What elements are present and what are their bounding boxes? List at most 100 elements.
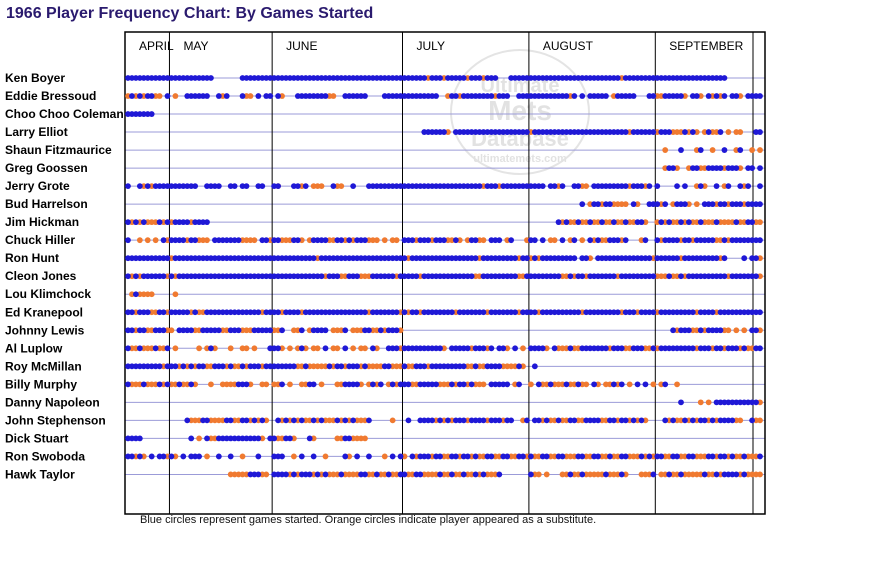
started-marker xyxy=(630,309,637,316)
substitute-marker xyxy=(757,219,763,226)
substitute-marker xyxy=(287,381,293,388)
started-marker xyxy=(140,327,147,334)
started-marker xyxy=(188,327,195,334)
started-marker xyxy=(275,309,281,316)
started-marker xyxy=(650,309,657,316)
player-name-danny-napoleon: Danny Napoleon xyxy=(5,395,100,409)
started-marker xyxy=(342,327,349,334)
started-marker xyxy=(148,93,155,99)
started-marker xyxy=(283,417,289,424)
started-marker xyxy=(160,453,167,460)
started-marker xyxy=(160,327,167,334)
started-marker xyxy=(480,417,487,424)
started-marker xyxy=(492,75,499,81)
substitute-marker xyxy=(168,327,175,334)
started-marker xyxy=(531,309,538,316)
started-marker xyxy=(476,75,483,81)
started-marker xyxy=(528,471,534,478)
substitute-marker xyxy=(741,327,748,334)
started-marker xyxy=(595,201,601,208)
started-marker xyxy=(441,237,447,244)
started-marker xyxy=(243,381,250,388)
started-marker xyxy=(263,237,270,244)
substitute-marker xyxy=(362,435,368,442)
started-marker xyxy=(662,381,669,388)
started-marker xyxy=(204,435,210,442)
started-marker xyxy=(129,93,135,99)
started-marker xyxy=(682,183,688,190)
started-marker xyxy=(338,363,345,370)
substitute-marker xyxy=(172,291,179,298)
started-marker xyxy=(255,471,262,478)
started-marker xyxy=(294,237,301,244)
started-marker xyxy=(634,381,641,388)
player-name-eddie-bressoud: Eddie Bressoud xyxy=(5,89,96,103)
substitute-marker xyxy=(389,417,396,424)
started-marker xyxy=(496,363,503,370)
started-marker xyxy=(535,381,542,388)
player-name-billy-murphy: Billy Murphy xyxy=(5,377,77,391)
started-marker xyxy=(721,453,728,460)
substitute-marker xyxy=(737,129,744,135)
started-marker xyxy=(255,309,262,316)
started-marker xyxy=(508,237,515,244)
player-name-ron-swoboda: Ron Swoboda xyxy=(5,449,85,463)
started-marker xyxy=(449,381,455,388)
started-marker xyxy=(678,273,684,280)
started-marker xyxy=(757,93,763,99)
started-marker xyxy=(492,183,499,190)
started-marker xyxy=(610,417,617,424)
started-marker xyxy=(472,255,479,262)
month-label-april: APRIL xyxy=(139,39,174,53)
started-marker xyxy=(125,381,131,388)
plot-frame xyxy=(124,31,766,515)
started-marker xyxy=(164,345,171,352)
started-marker xyxy=(674,453,680,460)
player-name-ken-boyer: Ken Boyer xyxy=(5,71,65,85)
started-marker xyxy=(610,219,617,226)
started-marker xyxy=(413,273,420,280)
started-marker xyxy=(231,183,238,190)
started-marker xyxy=(543,417,550,424)
started-marker xyxy=(591,381,597,388)
started-marker xyxy=(401,309,408,316)
started-marker xyxy=(709,417,716,424)
started-marker xyxy=(140,381,147,388)
started-marker xyxy=(287,435,293,442)
started-marker xyxy=(366,417,372,424)
started-marker xyxy=(674,237,680,244)
started-marker xyxy=(737,201,744,208)
started-marker xyxy=(571,417,578,424)
player-names: Ken Boyer Eddie Bressoud Choo Choo Coleman… xyxy=(5,71,124,481)
started-marker xyxy=(184,417,191,424)
started-marker xyxy=(678,93,684,99)
started-marker xyxy=(689,129,696,135)
started-marker xyxy=(136,183,143,190)
started-marker xyxy=(575,309,582,316)
month-label-september: SEPTEMBER xyxy=(669,39,743,53)
started-marker xyxy=(433,93,439,99)
substitute-marker xyxy=(622,201,629,208)
substitute-marker xyxy=(757,417,763,424)
started-marker xyxy=(401,255,408,262)
started-marker xyxy=(638,453,645,460)
started-marker xyxy=(614,237,621,244)
started-marker xyxy=(389,381,396,388)
started-marker xyxy=(133,273,139,280)
started-marker xyxy=(721,201,728,208)
started-marker xyxy=(480,471,487,478)
started-marker xyxy=(192,183,199,190)
started-marker xyxy=(563,381,570,388)
substitute-marker xyxy=(480,237,487,244)
started-marker xyxy=(314,471,321,478)
started-marker xyxy=(757,309,763,316)
started-marker xyxy=(389,273,396,280)
started-marker xyxy=(717,165,724,172)
started-marker xyxy=(441,129,447,135)
started-marker xyxy=(638,417,645,424)
player-name-roy-mcmillan: Roy McMillan xyxy=(5,359,82,373)
started-marker xyxy=(575,219,582,226)
started-marker xyxy=(373,471,380,478)
started-marker xyxy=(678,147,684,153)
started-marker xyxy=(488,93,495,99)
